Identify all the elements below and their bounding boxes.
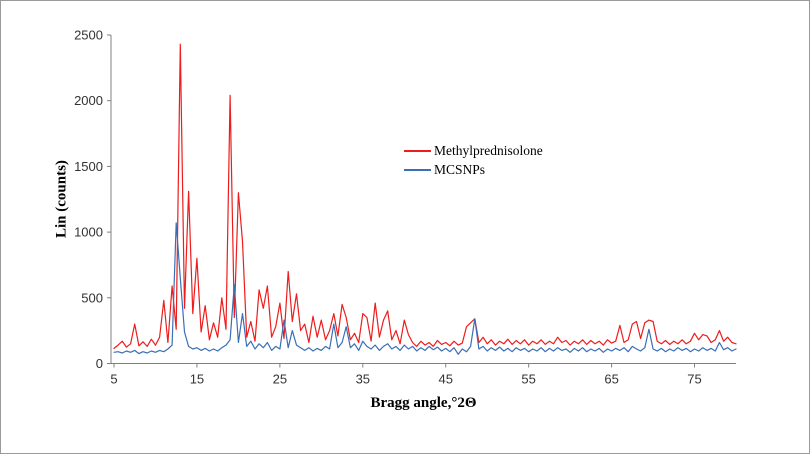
- legend-label: MCSNPs: [434, 161, 486, 177]
- legend-item-methylprednisolone: Methylprednisolone: [404, 141, 543, 160]
- series-line-methylprednisolone: [113, 43, 737, 349]
- x-tick-label: 75: [687, 372, 701, 387]
- x-tick-label: 5: [110, 372, 117, 387]
- x-tick-label: 25: [273, 372, 287, 387]
- legend: Methylprednisolone MCSNPs: [404, 141, 543, 179]
- legend-label: Methylprednisolone: [434, 142, 543, 158]
- series-line-mcsnps: [113, 222, 737, 355]
- x-axis-title: Bragg angle,°2Θ: [370, 395, 477, 411]
- y-axis-title: Lin (counts): [53, 160, 70, 238]
- x-tick-label: 45: [438, 372, 452, 387]
- legend-line-swatch-red: [404, 149, 431, 152]
- y-tick-label: 1500: [74, 159, 103, 174]
- x-tick-label: 55: [521, 372, 535, 387]
- legend-line-swatch-blue: [404, 168, 431, 171]
- legend-item-mcsnps: MCSNPs: [404, 160, 543, 179]
- y-tick-label: 1000: [74, 225, 103, 240]
- x-tick-label: 35: [356, 372, 370, 387]
- y-tick-label: 2000: [74, 93, 103, 108]
- x-tick-label: 15: [190, 372, 204, 387]
- x-tick-label: 65: [604, 372, 618, 387]
- y-tick-label: 2500: [74, 28, 103, 43]
- y-tick-label: 0: [96, 356, 103, 371]
- y-tick-label: 500: [81, 290, 103, 305]
